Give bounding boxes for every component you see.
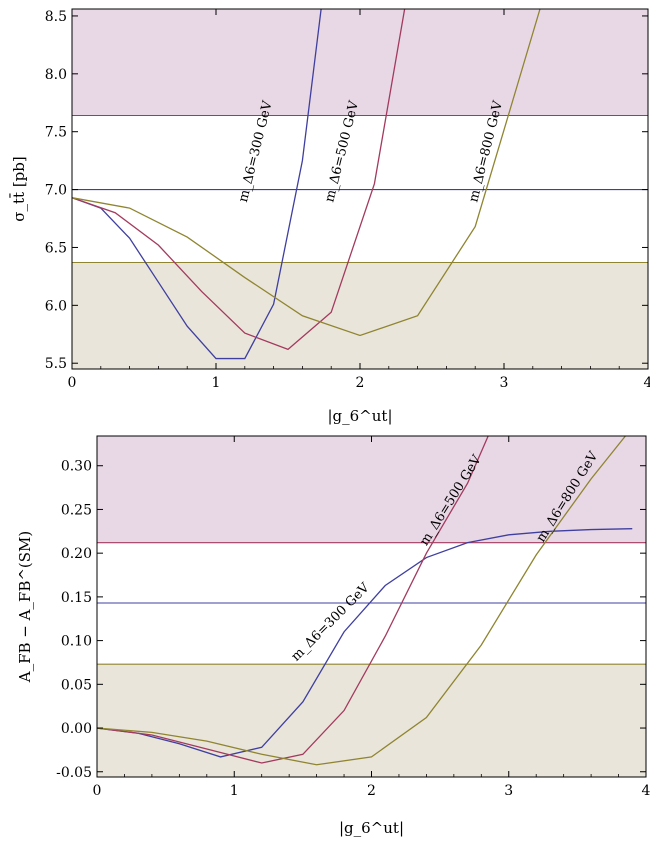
y-tick-label: 7.5 bbox=[45, 125, 67, 141]
shaded-band bbox=[72, 262, 648, 369]
y-tick-label: 0.10 bbox=[61, 634, 92, 650]
x-tick-label: 1 bbox=[212, 375, 221, 391]
x-tick-label: 3 bbox=[500, 375, 509, 391]
y-tick-label: 0.05 bbox=[61, 677, 92, 693]
series-line-1 bbox=[97, 528, 633, 758]
y-tick-label: 0.20 bbox=[61, 546, 92, 562]
x-tick-label: 1 bbox=[230, 783, 239, 799]
series-line-3 bbox=[97, 436, 626, 766]
series-label-1: m_Δ6=300 GeV bbox=[289, 580, 373, 664]
y-tick-label: 6.0 bbox=[45, 298, 67, 314]
shaded-band bbox=[97, 664, 646, 777]
y-tick-label: 0.25 bbox=[61, 502, 92, 518]
x-tick-label: 4 bbox=[642, 783, 650, 799]
x-tick-label: 2 bbox=[367, 783, 376, 799]
x-tick-label: 3 bbox=[504, 783, 513, 799]
x-tick-label: 0 bbox=[93, 783, 102, 799]
x-tick-label: 0 bbox=[68, 375, 77, 391]
y-axis-label: σ_tt̄ [pb] bbox=[10, 156, 28, 221]
x-tick-label: 2 bbox=[356, 375, 365, 391]
y-tick-label: 5.5 bbox=[45, 356, 67, 372]
series-line-3 bbox=[72, 9, 541, 337]
x-tick-label: 4 bbox=[644, 375, 650, 391]
shaded-band bbox=[72, 9, 648, 116]
shaded-band bbox=[97, 436, 646, 543]
x-axis-label: |g_6^ut| bbox=[339, 819, 404, 837]
y-tick-label: 0.15 bbox=[61, 590, 92, 606]
series-line-2 bbox=[97, 436, 489, 764]
y-tick-label: 8.0 bbox=[45, 67, 67, 83]
y-tick-label: -0.05 bbox=[56, 765, 92, 781]
y-tick-label: 7.0 bbox=[45, 183, 67, 199]
series-line-2 bbox=[72, 9, 406, 351]
y-tick-label: 8.5 bbox=[45, 9, 67, 25]
x-axis-label: |g_6^ut| bbox=[327, 407, 392, 425]
y-tick-label: 0.30 bbox=[61, 459, 92, 475]
y-axis-label: A_FB − A_FB^(SM) bbox=[16, 531, 34, 684]
y-tick-label: 6.5 bbox=[45, 240, 67, 256]
series-line-1 bbox=[72, 9, 322, 360]
y-tick-label: 0.00 bbox=[61, 721, 92, 737]
